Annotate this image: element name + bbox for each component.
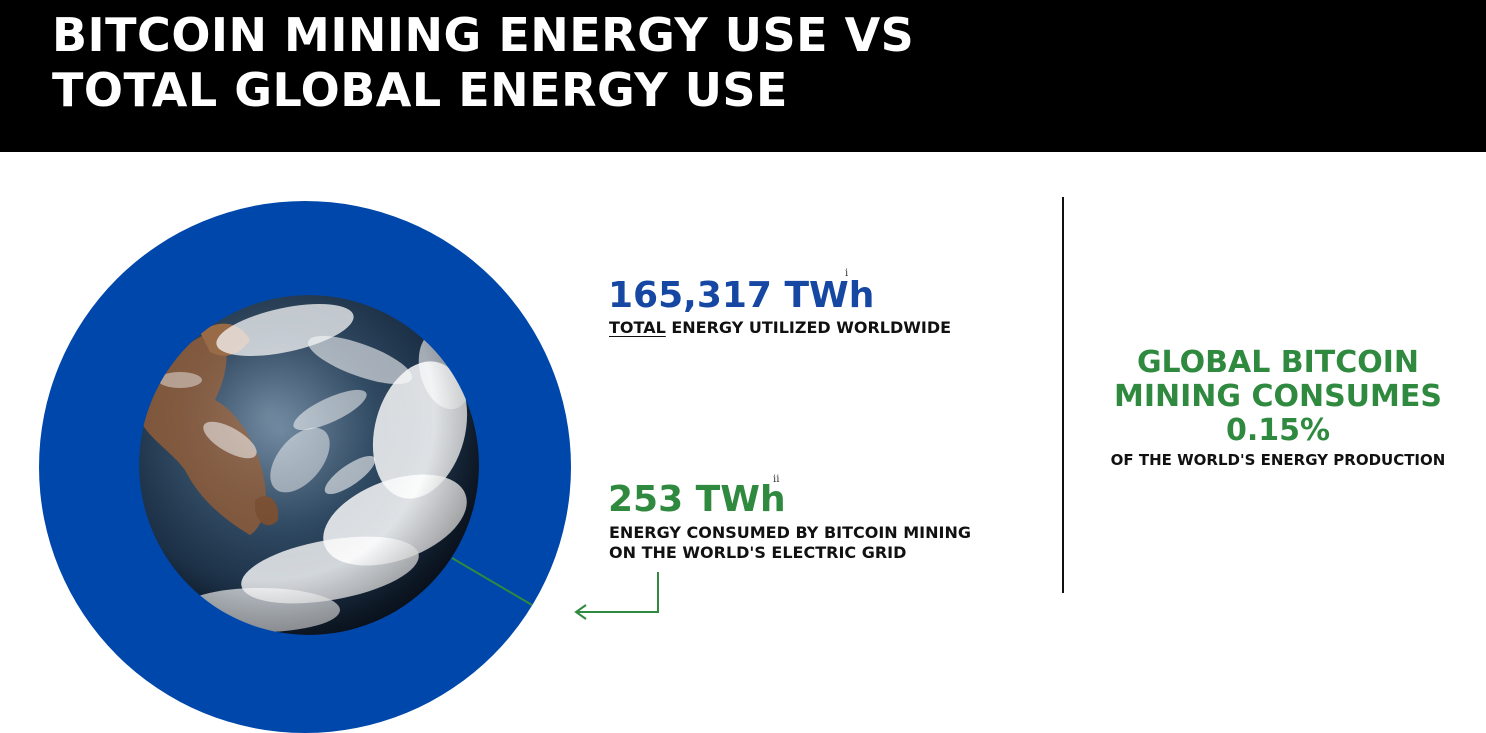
bitcoin-energy-caption: ENERGY CONSUMED BY BITCOIN MINING ON THE… bbox=[609, 523, 971, 563]
bitcoin-caption-line-1: ENERGY CONSUMED BY BITCOIN MINING bbox=[609, 523, 971, 542]
earth-globe-image bbox=[139, 295, 479, 635]
total-energy-footnote[interactable]: i bbox=[845, 268, 849, 279]
total-energy-value: 165,317 TWh bbox=[608, 275, 875, 316]
summary-heading-line-1: GLOBAL BITCOIN bbox=[1136, 345, 1420, 380]
total-caption-rest: ENERGY UTILIZED WORLDWIDE bbox=[665, 318, 952, 337]
bitcoin-caption-line-2: ON THE WORLD'S ELECTRIC GRID bbox=[609, 543, 907, 562]
pointer-arrow bbox=[578, 572, 659, 613]
summary-percentage: 0.15% bbox=[1225, 413, 1331, 448]
summary-heading: GLOBAL BITCOIN MINING CONSUMES 0.15% bbox=[1098, 346, 1458, 448]
total-energy-caption: TOTAL ENERGY UTILIZED WORLDWIDE bbox=[609, 318, 951, 338]
pointer-line bbox=[451, 557, 533, 606]
summary-caption: OF THE WORLD'S ENERGY PRODUCTION bbox=[1110, 451, 1446, 469]
total-emphasis: TOTAL bbox=[609, 318, 666, 337]
summary-heading-line-2: MINING CONSUMES bbox=[1113, 379, 1442, 414]
bitcoin-energy-footnote[interactable]: ii bbox=[773, 474, 780, 485]
page-title-line-2: TOTAL GLOBAL ENERGY USE bbox=[52, 63, 788, 117]
header-bar: BITCOIN MINING ENERGY USE VS TOTAL GLOBA… bbox=[0, 0, 1486, 152]
arrow-head-icon bbox=[574, 604, 587, 620]
vertical-divider bbox=[1062, 197, 1064, 593]
page-title-line-1: BITCOIN MINING ENERGY USE VS bbox=[52, 8, 915, 62]
bitcoin-energy-value: 253 TWh bbox=[608, 479, 786, 520]
